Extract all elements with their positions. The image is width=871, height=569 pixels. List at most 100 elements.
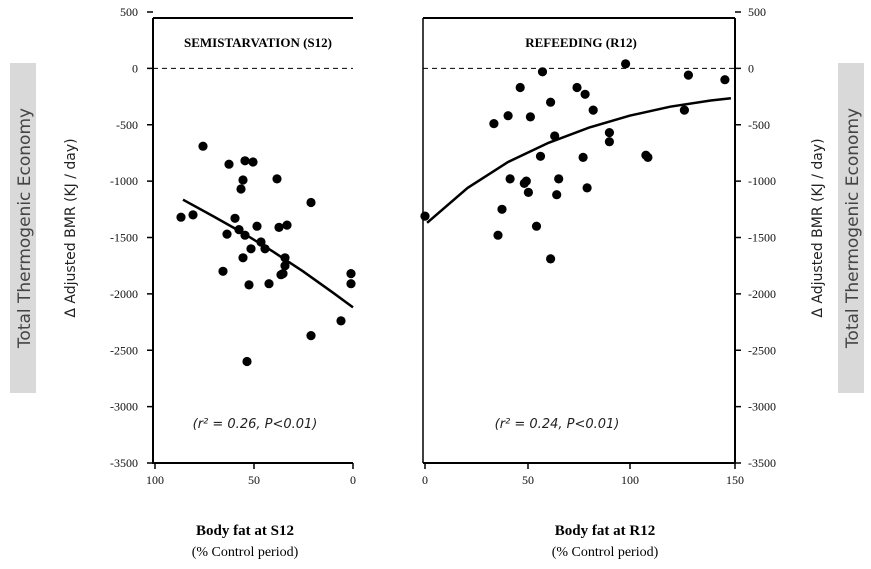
left-data-point: [248, 157, 258, 167]
refeeding-panel: 500 0 -500 -1000 -1500 -2000 -2500 -3000 -3500 0 5…: [420, 5, 776, 487]
right-data-point: [489, 119, 499, 129]
left-data-point: [240, 156, 250, 166]
right-data-point: [580, 89, 590, 99]
right-data-point: [497, 204, 507, 214]
right-data-point: [505, 174, 515, 184]
right-data-point: [531, 221, 542, 231]
right-data-point: [572, 82, 582, 93]
left-data-point: [346, 269, 356, 279]
left-y-tick-label: 500: [120, 5, 138, 19]
left-data-point: [264, 279, 274, 289]
right-data-point: [588, 105, 598, 115]
left-data-point: [336, 316, 346, 326]
right-y-tick-label: 0: [748, 61, 754, 75]
left-data-point: [274, 222, 284, 232]
left-y-tick-label: -2500: [110, 343, 138, 357]
left-data-point: [238, 175, 248, 185]
semistarvation-panel: 5000-500-1000-1500-2000-2500-3000-350010…: [110, 5, 356, 487]
right-data-point: [582, 183, 592, 193]
right-data-point: [550, 131, 560, 141]
left-y-tick-label: 0: [132, 61, 138, 75]
right-data-point: [420, 211, 430, 221]
right-side-label: Total Thermogenic Economy: [843, 108, 863, 349]
right-y-tick-label: -3500: [748, 456, 776, 470]
left-data-point: [280, 253, 290, 263]
left-data-point: [224, 159, 234, 169]
right-data-point: [683, 70, 694, 80]
left-data-point: [236, 184, 246, 194]
left-x-axis-label: Body fat at S12: [196, 523, 294, 539]
right-data-point: [679, 105, 690, 115]
left-y-tick-label: -2000: [110, 287, 138, 301]
right-data-point: [621, 59, 631, 69]
left-y-tick-label: -500: [116, 118, 138, 132]
left-x-tick-label: 100: [146, 473, 164, 487]
left-data-point: [230, 213, 240, 223]
right-y-tick-label: 500: [748, 5, 766, 19]
right-data-point: [535, 151, 546, 161]
right-data-point: [537, 67, 548, 77]
left-y-tick-label: -1500: [110, 231, 138, 245]
left-data-point: [246, 244, 256, 254]
left-data-point: [188, 210, 198, 220]
left-data-point: [234, 225, 244, 235]
left-y-tick-label: -1000: [110, 174, 138, 188]
right-data-point: [493, 230, 503, 240]
right-data-point: [523, 187, 534, 197]
left-data-point: [260, 244, 270, 254]
left-side-banner: [10, 63, 36, 393]
right-side-banner: [838, 63, 864, 393]
left-stat-annotation: (r² = 0.26, P<0.01): [193, 417, 318, 432]
right-data-point: [554, 174, 564, 184]
right-x-tick-label: 50: [522, 473, 534, 487]
right-data-point: [521, 176, 531, 186]
right-x-tick-label: 0: [422, 473, 428, 487]
left-data-point: [306, 197, 316, 208]
left-x-tick-label: 0: [350, 473, 356, 487]
left-regression-curve: [182, 198, 354, 309]
left-data-point: [280, 261, 290, 271]
right-y-tick-label: -3000: [748, 400, 776, 414]
left-side-label: Total Thermogenic Economy: [15, 108, 35, 349]
right-x-axis-label: Body fat at R12: [555, 523, 655, 539]
right-data-point: [525, 112, 536, 122]
right-panel-title: REFEEDING (R12): [525, 35, 637, 50]
left-data-point: [222, 229, 232, 239]
left-data-point: [240, 230, 250, 240]
right-stat-annotation: (r² = 0.24, P<0.01): [495, 417, 620, 432]
right-y-axis-label: Δ Adjusted BMR (KJ / day): [810, 138, 826, 317]
right-data-point: [546, 254, 556, 264]
right-data-point: [515, 82, 525, 93]
left-panel-title: SEMISTARVATION (S12): [184, 35, 332, 50]
left-data-point: [218, 266, 228, 276]
right-x-tick-label: 150: [726, 473, 744, 487]
right-y-tick-label: -2500: [748, 343, 776, 357]
right-y-tick-label: -500: [748, 118, 770, 132]
left-data-point: [346, 279, 356, 289]
right-data-point: [720, 75, 730, 85]
left-data-point: [198, 141, 208, 151]
right-regression-curve: [426, 97, 732, 224]
right-y-tick-label: -1000: [748, 174, 776, 188]
left-data-point: [242, 356, 252, 367]
right-x-axis-sublabel: (% Control period): [552, 545, 659, 560]
left-y-axis-label: Δ Adjusted BMR (KJ / day): [63, 138, 79, 317]
left-data-point: [306, 331, 316, 341]
left-x-axis-sublabel: (% Control period): [192, 545, 299, 560]
right-data-point: [643, 152, 653, 162]
left-data-point: [278, 269, 288, 279]
left-y-tick-label: -3000: [110, 400, 138, 414]
right-data-point: [604, 137, 615, 147]
left-data-point: [272, 174, 282, 184]
left-data-point: [282, 220, 292, 230]
left-data-point: [176, 212, 186, 222]
right-data-point: [552, 190, 562, 200]
right-data-point: [546, 97, 556, 107]
left-data-point: [244, 280, 254, 290]
left-x-tick-label: 50: [248, 473, 260, 487]
left-data-point: [238, 253, 248, 263]
left-data-point: [256, 237, 266, 247]
left-data-point: [252, 221, 262, 231]
right-y-tick-label: -1500: [748, 231, 776, 245]
